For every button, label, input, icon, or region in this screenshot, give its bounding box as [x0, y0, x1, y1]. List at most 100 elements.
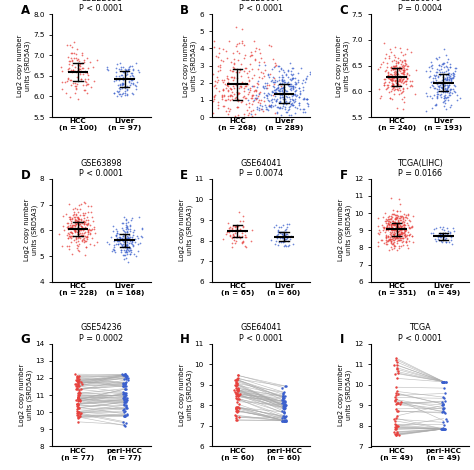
- Text: C: C: [339, 4, 348, 17]
- Point: [399, 216, 406, 223]
- Point: [277, 83, 285, 90]
- Point: [396, 64, 403, 71]
- Point: [74, 231, 82, 238]
- Point: [277, 65, 284, 72]
- Point: [390, 65, 397, 73]
- Point: [235, 90, 242, 97]
- Point: [74, 403, 82, 411]
- Point: [128, 89, 136, 97]
- Point: [399, 219, 406, 227]
- Point: [447, 78, 455, 85]
- Point: [283, 87, 291, 94]
- Point: [277, 85, 285, 92]
- Point: [439, 81, 447, 88]
- Point: [392, 224, 400, 231]
- Point: [259, 108, 267, 115]
- Point: [447, 88, 454, 96]
- Point: [87, 209, 95, 216]
- Point: [201, 44, 209, 51]
- Point: [229, 77, 237, 84]
- Point: [128, 62, 136, 69]
- Point: [388, 224, 395, 231]
- Point: [76, 410, 83, 418]
- Point: [395, 55, 402, 62]
- Point: [118, 71, 126, 79]
- Point: [396, 65, 403, 73]
- Point: [280, 404, 287, 411]
- Point: [252, 91, 260, 98]
- Point: [402, 65, 410, 73]
- Point: [134, 234, 142, 242]
- Point: [123, 82, 131, 90]
- Point: [391, 63, 398, 71]
- Point: [264, 96, 272, 104]
- Point: [243, 94, 250, 102]
- Point: [446, 60, 454, 67]
- Point: [402, 238, 410, 245]
- Point: [128, 71, 136, 79]
- Point: [228, 58, 235, 65]
- Point: [451, 83, 459, 90]
- Point: [387, 48, 394, 55]
- Point: [438, 425, 446, 433]
- Point: [387, 221, 395, 229]
- Point: [214, 104, 221, 111]
- Point: [123, 244, 130, 252]
- Y-axis label: Log2 copy number
units (SRD5A3): Log2 copy number units (SRD5A3): [179, 364, 192, 426]
- Point: [112, 232, 119, 240]
- Point: [442, 378, 449, 385]
- Point: [393, 234, 401, 242]
- Point: [288, 92, 296, 100]
- Point: [390, 221, 398, 228]
- Point: [268, 65, 276, 73]
- Point: [71, 213, 79, 220]
- Point: [443, 75, 451, 82]
- Point: [407, 223, 415, 230]
- Point: [386, 228, 393, 235]
- Point: [389, 65, 397, 72]
- Point: [234, 95, 242, 102]
- Point: [310, 97, 317, 104]
- Point: [245, 77, 253, 85]
- Point: [396, 63, 403, 71]
- Point: [405, 228, 412, 236]
- Point: [399, 225, 406, 233]
- Point: [383, 241, 391, 248]
- Point: [287, 82, 295, 90]
- Point: [387, 224, 395, 232]
- Point: [438, 378, 446, 385]
- Point: [267, 101, 275, 109]
- Point: [396, 75, 404, 83]
- Point: [278, 79, 286, 87]
- Point: [231, 381, 238, 389]
- Point: [403, 70, 411, 78]
- Point: [443, 63, 450, 70]
- Point: [400, 88, 407, 95]
- Point: [395, 244, 403, 251]
- Point: [281, 417, 289, 424]
- Point: [255, 107, 263, 114]
- Point: [242, 243, 250, 251]
- Point: [291, 95, 298, 102]
- Point: [422, 107, 429, 115]
- Point: [440, 94, 447, 102]
- Point: [422, 89, 429, 96]
- Point: [76, 70, 83, 77]
- Point: [122, 376, 130, 383]
- Point: [284, 73, 292, 81]
- Point: [392, 424, 400, 432]
- Point: [446, 74, 453, 82]
- Point: [118, 80, 126, 87]
- Point: [392, 225, 400, 232]
- Point: [307, 69, 314, 76]
- Point: [438, 77, 446, 84]
- Point: [76, 205, 83, 213]
- Point: [275, 87, 283, 94]
- Point: [448, 75, 456, 82]
- Point: [257, 96, 264, 104]
- Point: [400, 228, 408, 235]
- Point: [434, 78, 442, 86]
- Point: [285, 220, 293, 228]
- Point: [435, 53, 443, 61]
- Point: [60, 222, 67, 230]
